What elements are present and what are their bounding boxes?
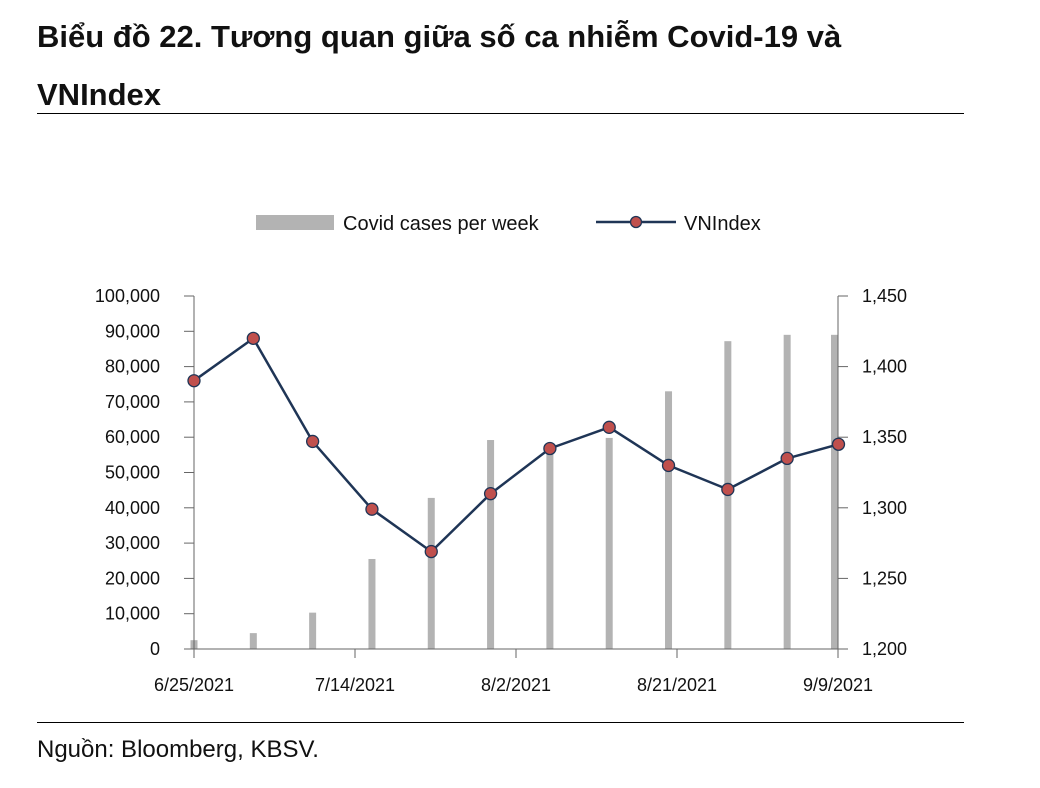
covid-bar	[427, 497, 435, 649]
source-note: Nguồn: Bloomberg, KBSV.	[37, 736, 319, 763]
left-axis-tick-label: 0	[150, 639, 160, 659]
chart-axes: 0 10,000 20,000 30,000 40,000 50,000 60,000 70,…	[95, 286, 907, 695]
covid-bar	[783, 334, 791, 649]
covid-bar	[249, 633, 257, 649]
vnindex-series-line	[193, 337, 839, 553]
legend-label-covid: Covid cases per week	[343, 213, 540, 235]
x-axis-tick-label: 7/14/2021	[315, 675, 395, 695]
covid-bars	[190, 334, 838, 649]
covid-bar	[368, 558, 376, 649]
left-axis-tick-label: 100,000	[95, 286, 160, 306]
vnindex-point	[721, 482, 735, 497]
vnindex-point	[246, 331, 260, 346]
legend-swatch-bar	[256, 215, 334, 230]
left-axis-tick-label: 60,000	[105, 427, 160, 447]
left-axis-tick-label: 20,000	[105, 568, 160, 588]
covid-bar	[309, 612, 317, 649]
x-axis-tick-label: 9/9/2021	[803, 675, 873, 695]
covid-bar	[605, 437, 613, 649]
vnindex-line	[187, 331, 846, 559]
vnindex-point	[602, 420, 616, 434]
source-divider	[37, 722, 964, 723]
left-axis-tick-label: 30,000	[105, 533, 160, 553]
x-axis-tick-label: 6/25/2021	[154, 675, 234, 695]
vnindex-point	[780, 451, 794, 466]
covid-bar	[831, 334, 838, 649]
covid-bar	[546, 448, 554, 649]
right-axis-tick-label: 1,300	[862, 498, 907, 518]
vnindex-point	[661, 458, 676, 473]
right-axis-tick-label: 1,250	[862, 568, 907, 588]
x-axis-tick-label: 8/2/2021	[481, 675, 551, 695]
left-axis-tick-label: 50,000	[105, 463, 160, 483]
chart-title: Biểu đồ 22. Tương quan giữa số ca nhiễm …	[37, 19, 842, 112]
left-axis-tick-label: 70,000	[105, 392, 160, 412]
left-axis-tick-label: 80,000	[105, 357, 160, 377]
vnindex-point	[365, 502, 379, 516]
covid-bar	[665, 391, 673, 649]
right-axis-tick-label: 1,400	[862, 357, 907, 377]
left-axis-tick-label: 90,000	[105, 321, 160, 341]
vnindex-point	[424, 544, 438, 559]
legend-swatch-marker	[629, 215, 643, 229]
chart-legend: Covid cases per week VNIndex	[256, 213, 761, 235]
vnindex-point	[831, 437, 846, 451]
right-axis-tick-label: 1,450	[862, 286, 907, 306]
vnindex-point	[483, 487, 498, 501]
x-axis-tick-label: 8/21/2021	[637, 675, 717, 695]
covid-bar	[487, 440, 495, 649]
right-axis-tick-label: 1,200	[862, 639, 907, 659]
legend-label-vnindex: VNIndex	[684, 213, 761, 235]
vnindex-point	[543, 441, 557, 456]
right-axis-tick-label: 1,350	[862, 427, 907, 447]
vnindex-point	[187, 374, 201, 388]
vnindex-point	[305, 434, 320, 449]
left-axis-tick-label: 10,000	[105, 604, 160, 624]
title-divider	[37, 113, 964, 114]
combo-chart: Covid cases per week VNIndex 0 10,000 20,0…	[95, 213, 907, 695]
left-axis-tick-label: 40,000	[105, 498, 160, 518]
